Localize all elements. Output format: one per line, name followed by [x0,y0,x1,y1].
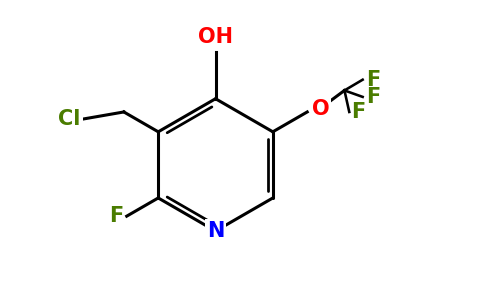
Text: O: O [312,99,330,118]
Text: F: F [109,206,123,226]
Text: Cl: Cl [59,109,81,129]
Text: OH: OH [198,27,233,47]
Text: F: F [366,70,380,90]
Text: F: F [366,87,380,107]
Text: F: F [351,102,365,122]
Text: N: N [207,221,224,241]
